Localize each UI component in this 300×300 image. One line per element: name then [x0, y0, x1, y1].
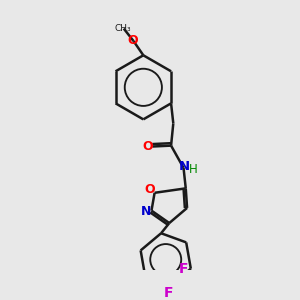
Text: O: O — [142, 140, 153, 153]
Text: F: F — [178, 262, 188, 276]
Text: O: O — [144, 183, 155, 196]
Text: O: O — [128, 34, 138, 47]
Text: N: N — [179, 160, 190, 173]
Text: N: N — [140, 205, 151, 218]
Text: H: H — [189, 163, 198, 176]
Text: CH₃: CH₃ — [115, 24, 131, 33]
Text: F: F — [164, 286, 173, 300]
